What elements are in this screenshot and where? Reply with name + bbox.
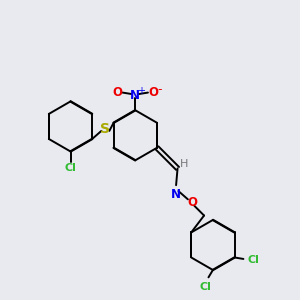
Text: N: N bbox=[130, 89, 140, 102]
Text: Cl: Cl bbox=[64, 163, 76, 173]
Text: H: H bbox=[180, 159, 188, 169]
Text: O: O bbox=[148, 86, 158, 99]
Text: N: N bbox=[171, 188, 181, 201]
Text: O: O bbox=[112, 86, 123, 99]
Text: Cl: Cl bbox=[248, 255, 260, 266]
Text: Cl: Cl bbox=[200, 282, 211, 292]
Text: S: S bbox=[100, 122, 110, 136]
Text: +: + bbox=[136, 85, 145, 95]
Text: O: O bbox=[187, 196, 197, 209]
Text: -: - bbox=[158, 83, 162, 96]
